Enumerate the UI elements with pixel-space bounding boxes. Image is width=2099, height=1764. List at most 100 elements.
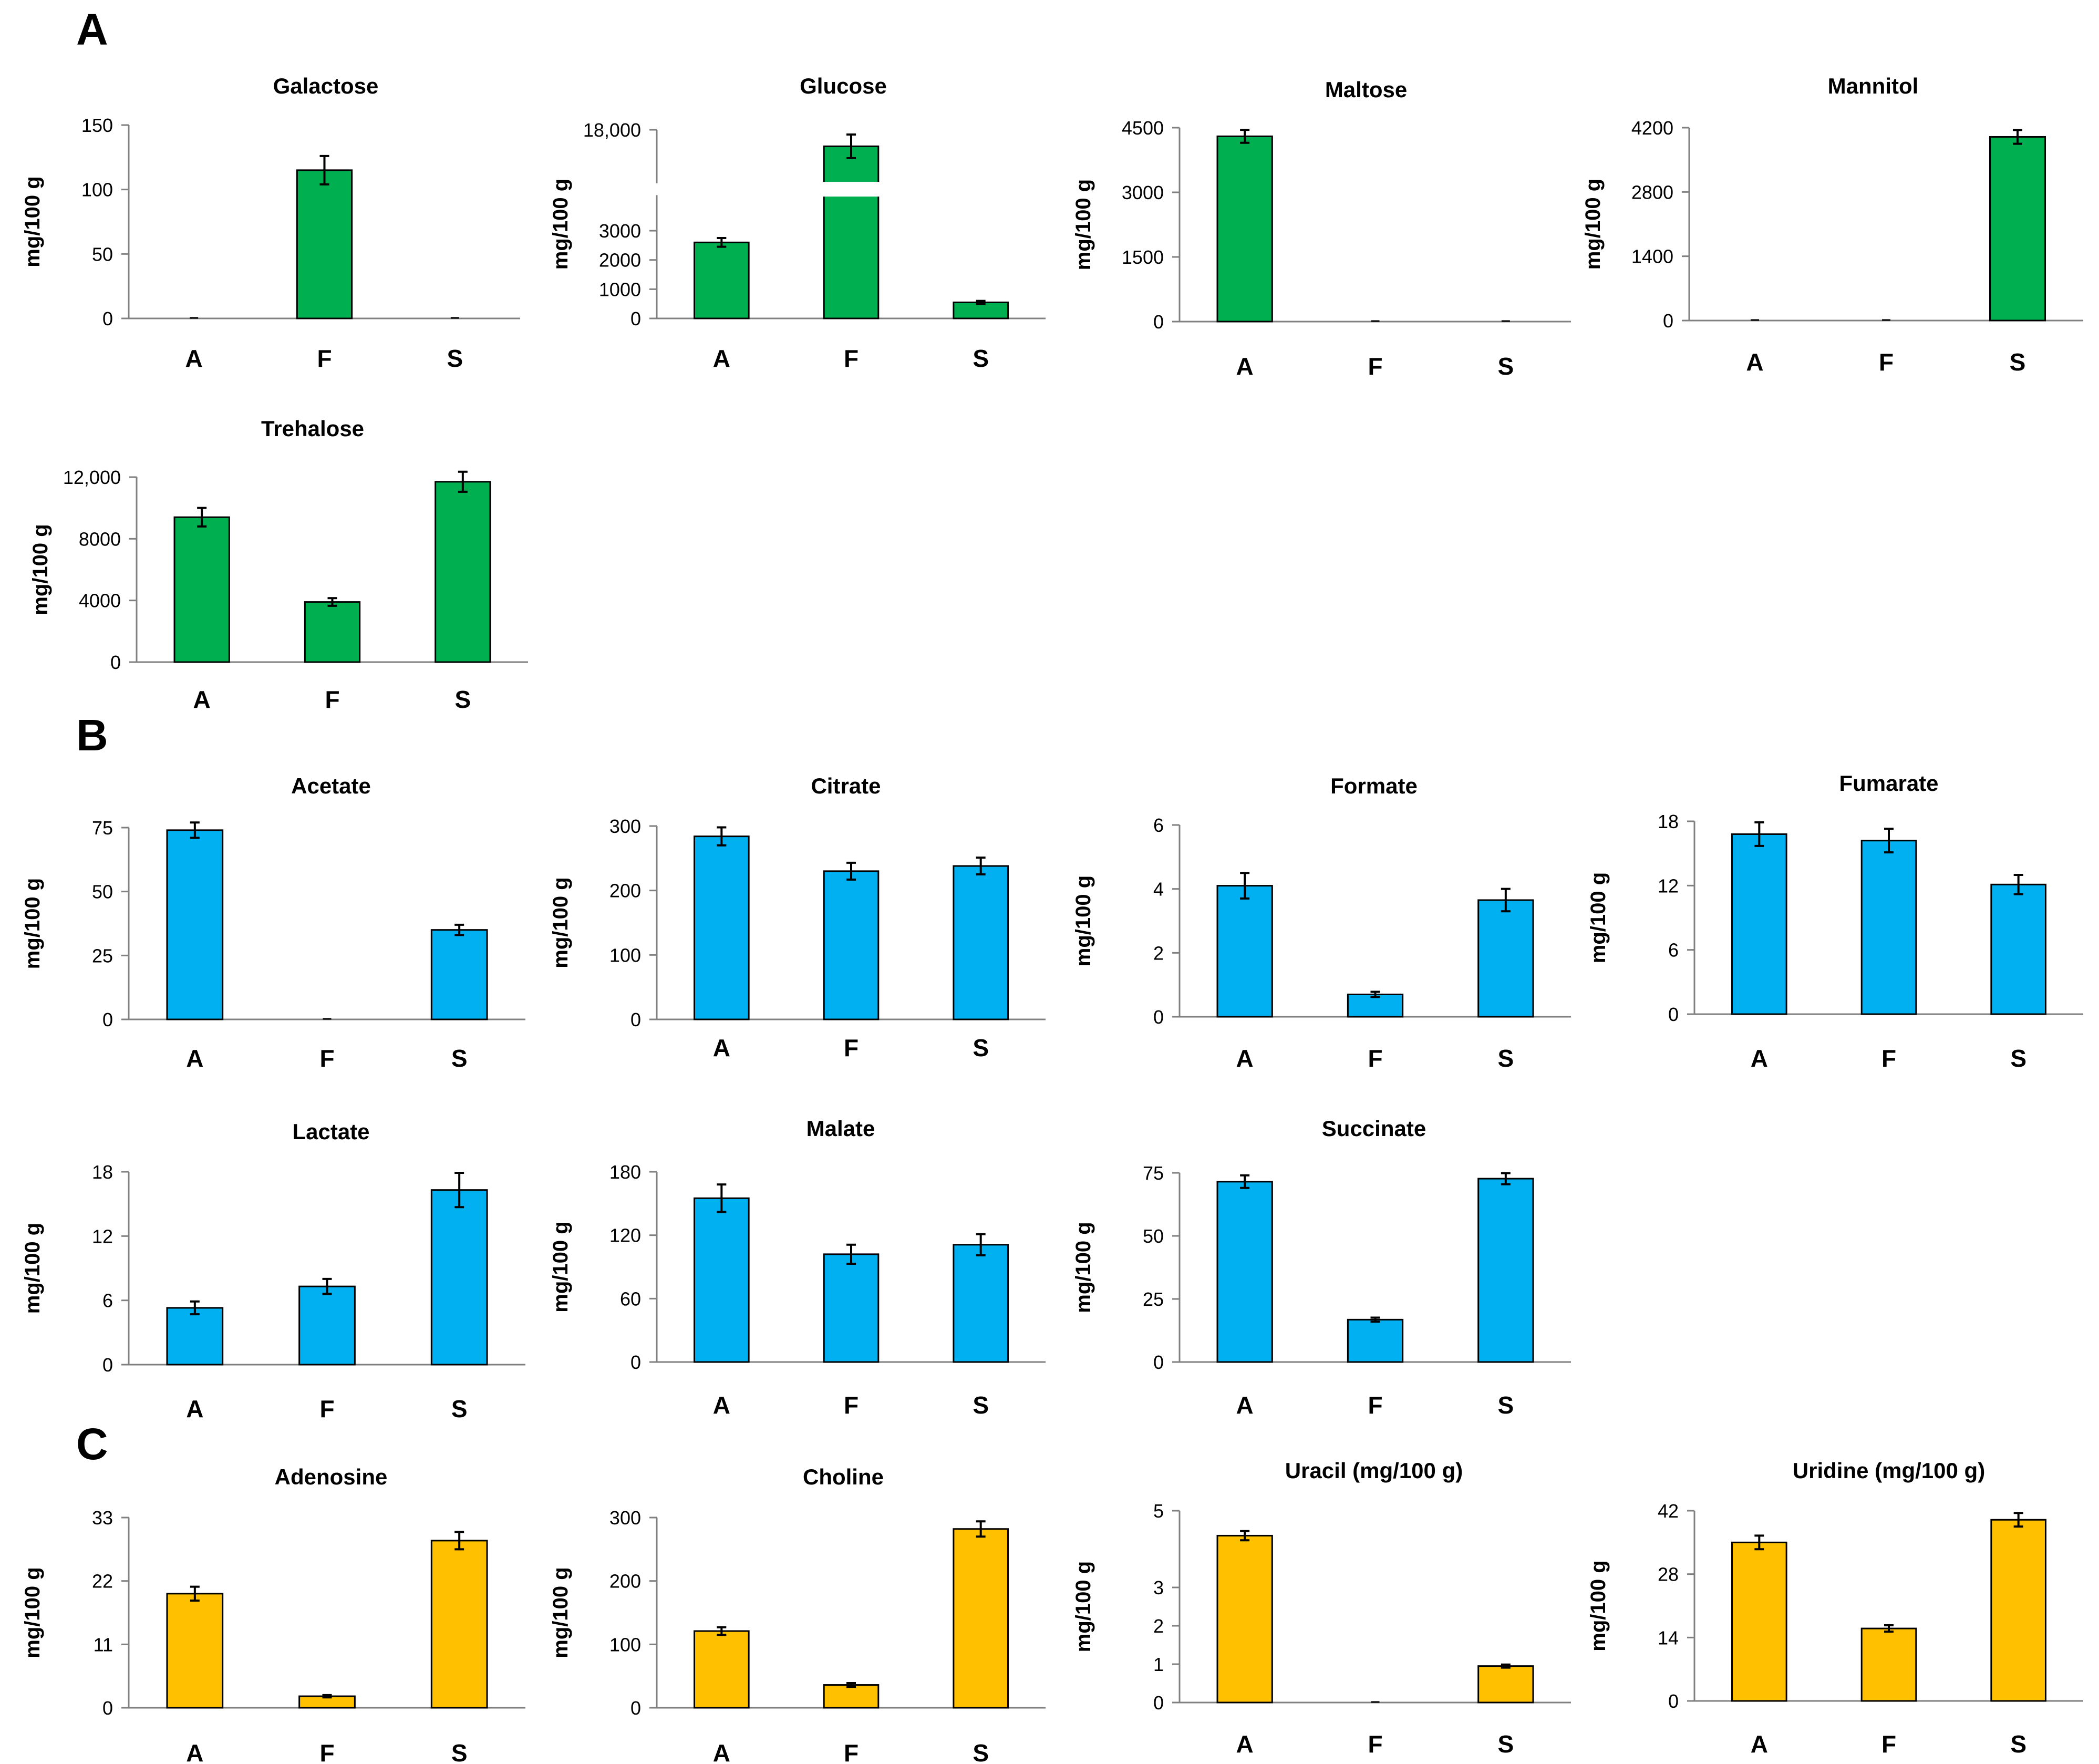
chart-formate: Formate mg/100 g 0 2 4 6 A F S [1072,773,1571,1072]
bar-F [1347,993,1404,1018]
x-tick-label-S: S [2010,1045,2026,1072]
y-tick-label: 1 [1153,1654,1164,1675]
y-tick-label: 300 [609,816,641,837]
chart-title: Glucose [800,74,887,98]
x-tick-label-S: S [451,1045,468,1072]
y-tick-label: 5 [1153,1500,1164,1522]
bar-F [298,1285,356,1366]
y-tick-label: 28 [1658,1564,1679,1585]
y-tick-label: 12,000 [63,467,121,488]
chart-title: Choline [803,1464,884,1489]
chart-title: Succinate [1322,1116,1426,1141]
bar-A [166,1307,224,1366]
y-tick-label: 0 [1153,1692,1164,1714]
x-tick-label-F: F [1368,1391,1382,1419]
chart-title: Lactate [292,1119,369,1144]
y-tick-label: 0 [630,1697,641,1719]
bar-S [1989,136,2046,322]
x-tick-label-S: S [451,1739,468,1764]
chart-citrate: Citrate mg/100 g 0 100 200 300 A F S [549,773,1046,1061]
bar-S [435,481,491,663]
bar-F [823,870,880,1020]
y-tick-label: 75 [1143,1162,1164,1184]
x-tick-label-F: F [1881,1730,1896,1758]
bar-S [430,1540,488,1709]
y-tick-label: 50 [92,243,113,265]
bar-A [694,1630,750,1709]
bar-S [1990,1519,2046,1702]
x-tick-label-F: F [1368,1730,1382,1758]
bar-F [1347,1318,1404,1363]
x-tick-label-S: S [1497,1391,1514,1419]
x-tick-label-S: S [1497,1045,1514,1072]
y-tick-label: 42 [1658,1500,1679,1522]
bar-S [430,1189,488,1366]
x-tick-label-A: A [1751,1730,1768,1758]
y-axis-label: mg/100 g [1587,1560,1610,1651]
y-tick-label: 6 [102,1290,113,1312]
y-axis-label: mg/100 g [21,1567,44,1658]
chart-maltose: Maltose mg/100 g 0 1500 3000 4500 A F S [1072,77,1571,380]
y-tick-label: 4200 [1631,117,1673,139]
y-tick-label: 0 [1663,310,1673,332]
panel-label-A: A [76,5,108,54]
bar-A [694,1197,750,1363]
y-tick-label: 1500 [1122,246,1164,268]
y-tick-label: 18 [1658,811,1679,832]
y-axis-label: mg/100 g [1072,875,1095,966]
bar-A [1216,1181,1273,1363]
x-tick-label-F: F [319,1739,334,1764]
bar-S [953,1528,1009,1709]
bar-A [166,1593,224,1709]
y-tick-label: 25 [1143,1288,1164,1310]
chart-fumarate: Fumarate mg/100 g 0 6 12 18 A F S [1587,771,2083,1072]
y-tick-label: 3 [1153,1577,1164,1598]
chart-title: Uracil (mg/100 g) [1285,1458,1463,1483]
x-tick-label-F: F [325,686,339,713]
y-axis-label: mg/100 g [1072,1222,1095,1313]
bar-A [166,829,224,1020]
bar-S [1477,1665,1534,1704]
x-tick-label-A: A [186,1395,203,1422]
y-tick-label: 18,000 [583,119,641,141]
y-tick-label: 50 [92,881,113,903]
y-tick-label: 100 [609,1634,641,1655]
panel-label-C: C [76,1419,108,1469]
y-tick-label: 6 [1668,940,1679,961]
bar-F [823,145,880,319]
chart-trehalose: Trehalose mg/100 g 0 4000 8000 12,000 A F S [29,416,528,713]
y-tick-label: 60 [620,1288,641,1309]
x-tick-label-A: A [186,1045,203,1072]
chart-adenosine: Adenosine mg/100 g 0 11 22 33 A F S [21,1464,525,1764]
x-tick-label-A: A [1236,1730,1254,1758]
x-tick-label-A: A [1746,348,1763,376]
y-tick-label: 0 [1668,1690,1679,1712]
x-tick-label-A: A [713,1739,730,1764]
y-tick-label: 200 [609,1571,641,1592]
y-tick-label: 2800 [1631,181,1673,203]
x-tick-label-S: S [454,686,471,713]
bar-F [304,601,361,663]
y-tick-label: 0 [102,1354,113,1376]
x-tick-label-S: S [2010,1730,2026,1758]
x-tick-label-F: F [1879,348,1894,376]
y-tick-label: 1000 [599,278,641,300]
y-tick-label: 25 [92,945,113,966]
y-tick-label: 12 [92,1225,113,1247]
x-tick-label-S: S [447,345,463,372]
y-tick-label: 120 [609,1225,641,1246]
y-tick-label: 2000 [599,250,641,271]
chart-malate: Malate mg/100 g 0 60 120 180 A F S [549,1116,1046,1419]
y-axis-label: mg/100 g [549,877,572,968]
y-tick-label: 50 [1143,1225,1164,1247]
bar-A [1216,135,1273,323]
y-tick-label: 2 [1153,1615,1164,1637]
x-tick-label-F: F [844,1034,859,1061]
y-axis-label: mg/100 g [21,878,44,969]
chart-uridine: Uridine (mg/100 g) mg/100 g 0 14 28 42 A F S [1587,1458,2083,1758]
y-axis-label: mg/100 g [21,1223,44,1314]
chart-mannitol: Mannitol mg/100 g 0 1400 2800 4200 A F S [1581,74,2083,376]
y-axis-label: mg/100 g [21,176,44,267]
chart-title: Malate [806,1116,875,1141]
y-tick-label: 8000 [79,528,121,550]
